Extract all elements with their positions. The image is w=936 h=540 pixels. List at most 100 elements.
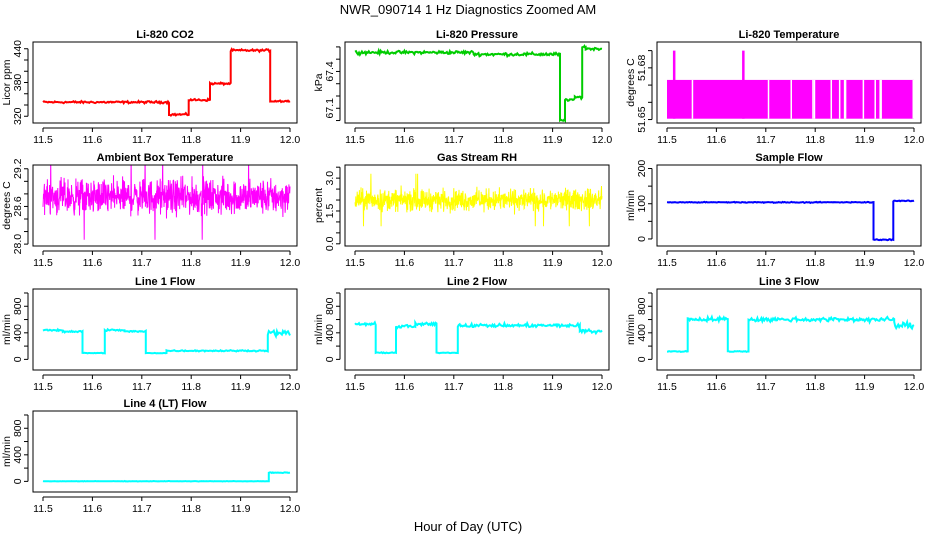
y-tick-label: 29.2	[12, 158, 24, 179]
panel-line-4-lt-flow: Line 4 (LT) Flow 11.5 11.6 11.7 11.8 11.9 12.0…	[1, 398, 300, 515]
y-tick-label: 440	[12, 40, 24, 58]
x-tick-label: 12.0	[592, 257, 613, 269]
series-line	[42, 47, 291, 117]
x-tick-label: 11.9	[231, 381, 251, 393]
y-axis-label: percent	[313, 188, 325, 223]
x-tick-label: 12.0	[280, 257, 301, 269]
x-tick-label: 11.7	[756, 257, 776, 269]
data-gap	[879, 79, 881, 119]
x-tick-label: 11.7	[756, 134, 776, 146]
panel-line-1-flow: Line 1 Flow 11.5 11.6 11.7 11.8 11.9 12.0 0 400 8…	[1, 276, 300, 393]
y-tick-label: 0	[636, 236, 648, 242]
x-tick-label: 11.8	[181, 134, 201, 146]
data-series	[354, 173, 603, 227]
y-tick-label: 0.0	[324, 236, 336, 251]
y-tick-label: 200	[636, 160, 648, 178]
x-tick-label: 12.0	[280, 381, 301, 393]
x-tick-label: 12.0	[592, 134, 613, 146]
plot-box	[32, 410, 298, 493]
data-gap	[790, 79, 792, 119]
chart-title: NWR_090714 1 Hz Diagnostics Zoomed AM	[340, 2, 597, 17]
data-series	[42, 471, 291, 483]
panel-title: Line 4 (LT) Flow	[124, 398, 207, 410]
data-gap	[862, 79, 865, 119]
panel-ambient-box-temperature: Ambient Box Temperature 11.5 11.6 11.7 11.8 1…	[1, 152, 300, 269]
data-series	[354, 319, 603, 355]
y-axis-label: kPa	[313, 73, 325, 91]
panel-title: Li-820 Temperature	[739, 29, 840, 41]
data-gap	[691, 79, 694, 119]
x-tick-label: 11.9	[543, 134, 563, 146]
x-tick-label: 11.5	[345, 257, 365, 269]
y-tick-label: 100	[636, 195, 648, 213]
x-tick-label: 11.8	[805, 257, 825, 269]
x-tick-label: 11.8	[493, 257, 513, 269]
y-tick-label: 0	[12, 356, 24, 362]
panel-li-820-temperature: Li-820 Temperature 11.5 11.6 11.7 11.8 11.9 12…	[625, 29, 924, 146]
panel-sample-flow: Sample Flow 11.5 11.6 11.7 11.8 11.9 12.0 0 100 2…	[625, 152, 924, 269]
x-tick-label: 11.6	[83, 503, 103, 515]
x-tick-label: 11.6	[395, 257, 415, 269]
x-tick-label: 11.6	[83, 257, 103, 269]
x-tick-label: 11.6	[83, 134, 103, 146]
x-tick-label: 12.0	[904, 257, 925, 269]
x-tick-label: 11.6	[83, 381, 103, 393]
y-axis-label: ml/min	[625, 190, 637, 221]
panel-line-3-flow: Line 3 Flow 11.5 11.6 11.7 11.8 11.9 12.0 0 400 8…	[625, 276, 924, 393]
x-tick-label: 11.7	[132, 134, 152, 146]
data-series	[666, 199, 915, 242]
x-tick-label: 11.9	[543, 381, 563, 393]
x-tick-label: 11.9	[231, 503, 251, 515]
panel-title: Line 1 Flow	[135, 276, 195, 288]
plot-box	[32, 41, 298, 124]
x-tick-label: 11.6	[395, 134, 415, 146]
y-tick-label: 67.1	[324, 98, 336, 119]
x-tick-label: 11.8	[181, 503, 201, 515]
plot-box	[344, 164, 610, 247]
panel-title: Li-820 CO2	[136, 29, 193, 41]
y-tick-label: 800	[12, 297, 24, 315]
y-axis-label: degrees C	[625, 58, 637, 107]
y-tick-label: 380	[12, 74, 24, 92]
data-series	[667, 50, 915, 119]
x-tick-label: 11.5	[33, 503, 53, 515]
x-tick-label: 11.6	[707, 134, 727, 146]
y-tick-label: 67.4	[324, 61, 336, 82]
y-axis-label: Licor ppm	[1, 59, 13, 105]
panel-title: Li-820 Pressure	[436, 29, 518, 41]
x-tick-label: 11.5	[657, 381, 677, 393]
x-tick-label: 12.0	[280, 134, 301, 146]
y-tick-label: 400	[324, 324, 336, 342]
y-tick-label: 400	[12, 324, 24, 342]
y-tick-label: 28.0	[12, 234, 24, 255]
x-tick-label: 11.5	[33, 257, 53, 269]
y-tick-label: 51.65	[636, 106, 648, 132]
y-tick-label: 28.6	[12, 196, 24, 217]
x-tick-label: 12.0	[904, 134, 925, 146]
y-tick-label: 800	[324, 297, 336, 315]
x-tick-label: 11.5	[33, 134, 53, 146]
x-tick-label: 11.5	[345, 381, 365, 393]
x-tick-label: 11.5	[345, 134, 365, 146]
x-tick-label: 11.6	[707, 381, 727, 393]
y-tick-label: 800	[12, 419, 24, 437]
panel-li-820-pressure: Li-820 Pressure 11.5 11.6 11.7 11.8 11.9 12.0 6…	[313, 29, 612, 146]
data-gap	[767, 79, 770, 119]
x-tick-label: 11.5	[657, 134, 677, 146]
x-tick-label: 11.7	[444, 134, 464, 146]
x-tick-label: 12.0	[904, 381, 925, 393]
series-line	[354, 44, 603, 123]
data-gap	[912, 79, 915, 119]
data-series	[42, 165, 291, 240]
plot-box	[656, 288, 922, 371]
data-gap	[880, 79, 882, 119]
panel-title: Gas Stream RH	[437, 152, 517, 164]
x-tick-label: 12.0	[280, 503, 301, 515]
y-tick-label: 3.0	[324, 171, 336, 186]
data-gap	[843, 79, 846, 119]
panel-line-2-flow: Line 2 Flow 11.5 11.6 11.7 11.8 11.9 12.0 0 400 8…	[313, 276, 612, 393]
x-tick-label: 11.7	[132, 381, 152, 393]
x-tick-label: 11.6	[395, 381, 415, 393]
x-tick-label: 11.9	[855, 381, 875, 393]
y-tick-label: 400	[12, 446, 24, 464]
